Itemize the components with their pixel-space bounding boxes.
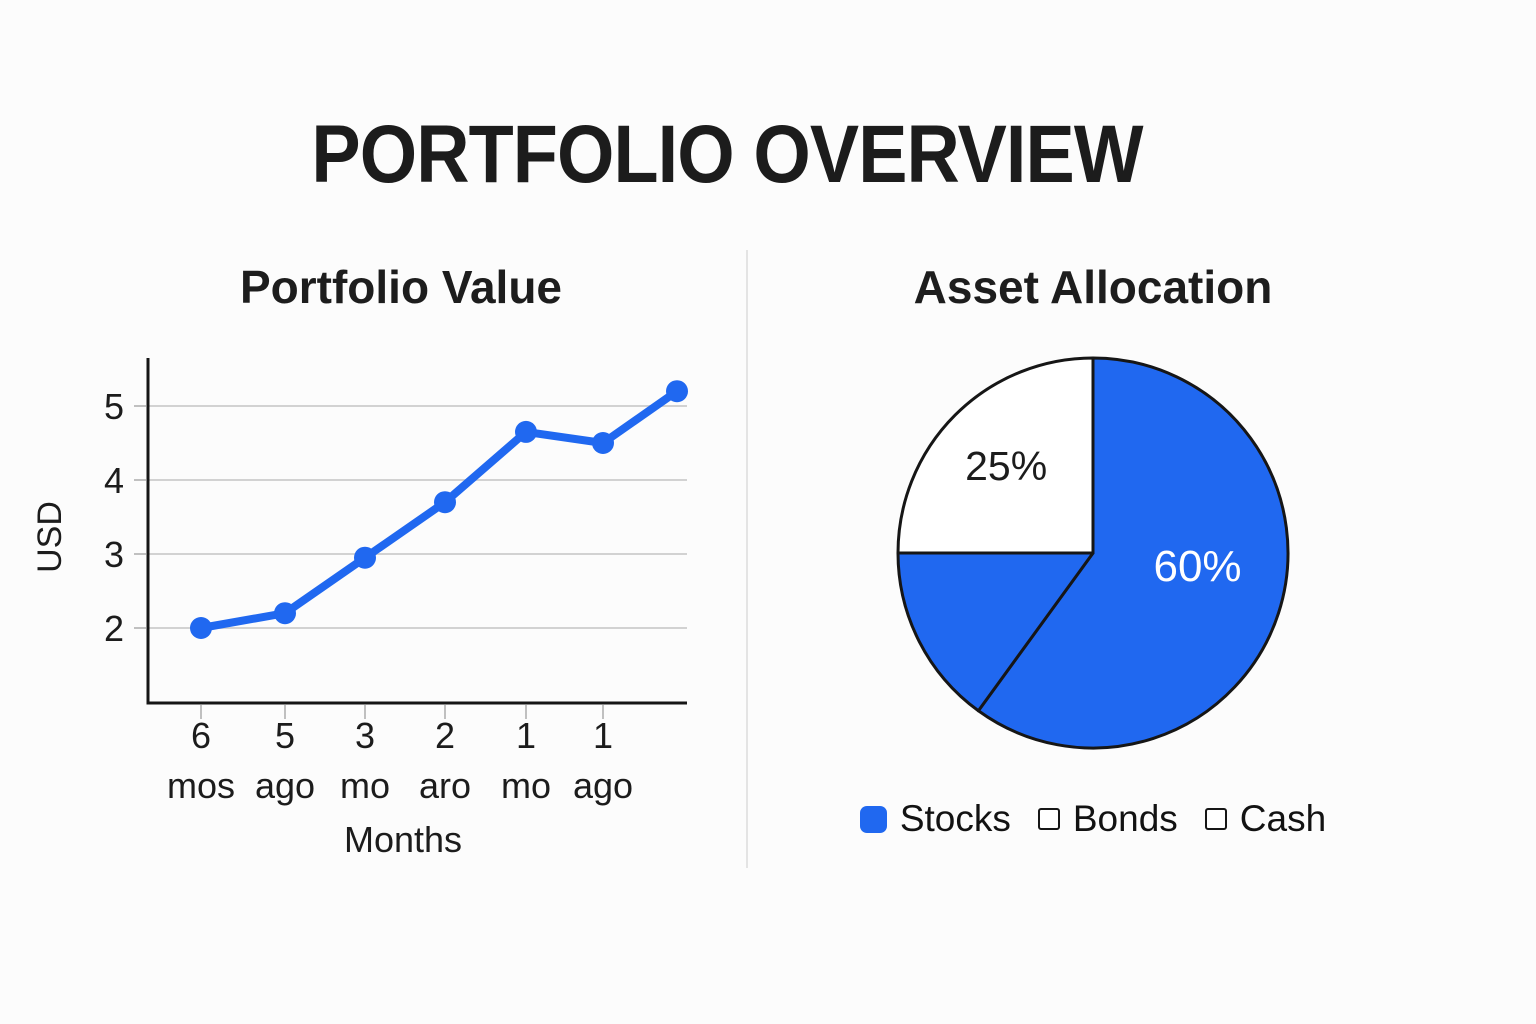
pie-chart: 60% 25% [896,356,1290,750]
vertical-divider [746,250,748,868]
y-tick-label: 3 [104,534,124,575]
data-point [515,420,537,443]
legend-label-stocks: Stocks [899,798,1011,839]
x-tick-label: ago [573,765,633,806]
legend-label-cash: Cash [1239,798,1327,839]
y-tick-label: 5 [104,386,124,427]
pie-legend: Stocks Bonds Cash [850,797,1336,841]
data-point [666,380,688,403]
legend-label-bonds: Bonds [1072,798,1178,839]
stocks-swatch [859,805,887,833]
pie-slice-label: 60% [1153,542,1241,591]
legend-item-cash: Cash [1204,797,1327,841]
data-point [354,546,376,569]
asset-allocation-panel: Asset Allocation 60% 25% Stocks Bonds Cas… [850,262,1336,841]
cash-swatch [1204,808,1227,830]
pie-slice-label: 25% [965,443,1047,489]
x-tick-label: 1 [516,715,536,756]
x-axis-title: Months [344,819,462,860]
y-tick-label: 2 [104,608,124,649]
legend-item-stocks: Stocks [859,797,1011,841]
x-tick-label: 6 [191,715,211,756]
x-tick-label: mo [501,765,551,806]
data-point [592,432,614,454]
x-tick-label: mo [340,765,390,806]
legend-item-bonds: Bonds [1037,797,1178,841]
line-chart: 2 3 4 5 6 mos 5 ago 3 mo 2 aro 1 mo 1 ago USD Months [31,358,688,860]
data-point [434,491,456,514]
pie-chart-title: Asset Allocation [913,261,1273,313]
x-tick-label: 1 [593,715,613,756]
data-point [274,602,296,625]
pie-slice-bonds [896,551,1095,713]
pie-slice-cash [896,356,1095,555]
data-point [190,617,212,639]
bonds-swatch [1037,808,1060,830]
page-title: PORTFOLIO OVERVIEW [311,109,1143,200]
y-axis-title: USD [31,501,69,573]
pie-slice-stocks [976,356,1290,750]
x-tick-label: aro [419,765,471,806]
x-tick-label: mos [167,765,235,806]
x-tick-label: ago [255,765,315,806]
y-tick-label: 4 [104,460,124,501]
x-tick-label: 3 [355,715,375,756]
portfolio-value-panel: Portfolio Value 2 3 4 5 6 mos 5 ago 3 mo 2 aro 1 mo 1 a… [31,262,771,870]
x-tick-label: 5 [275,715,295,756]
line-chart-title: Portfolio Value [239,261,563,313]
x-tick-label: 2 [435,715,455,756]
